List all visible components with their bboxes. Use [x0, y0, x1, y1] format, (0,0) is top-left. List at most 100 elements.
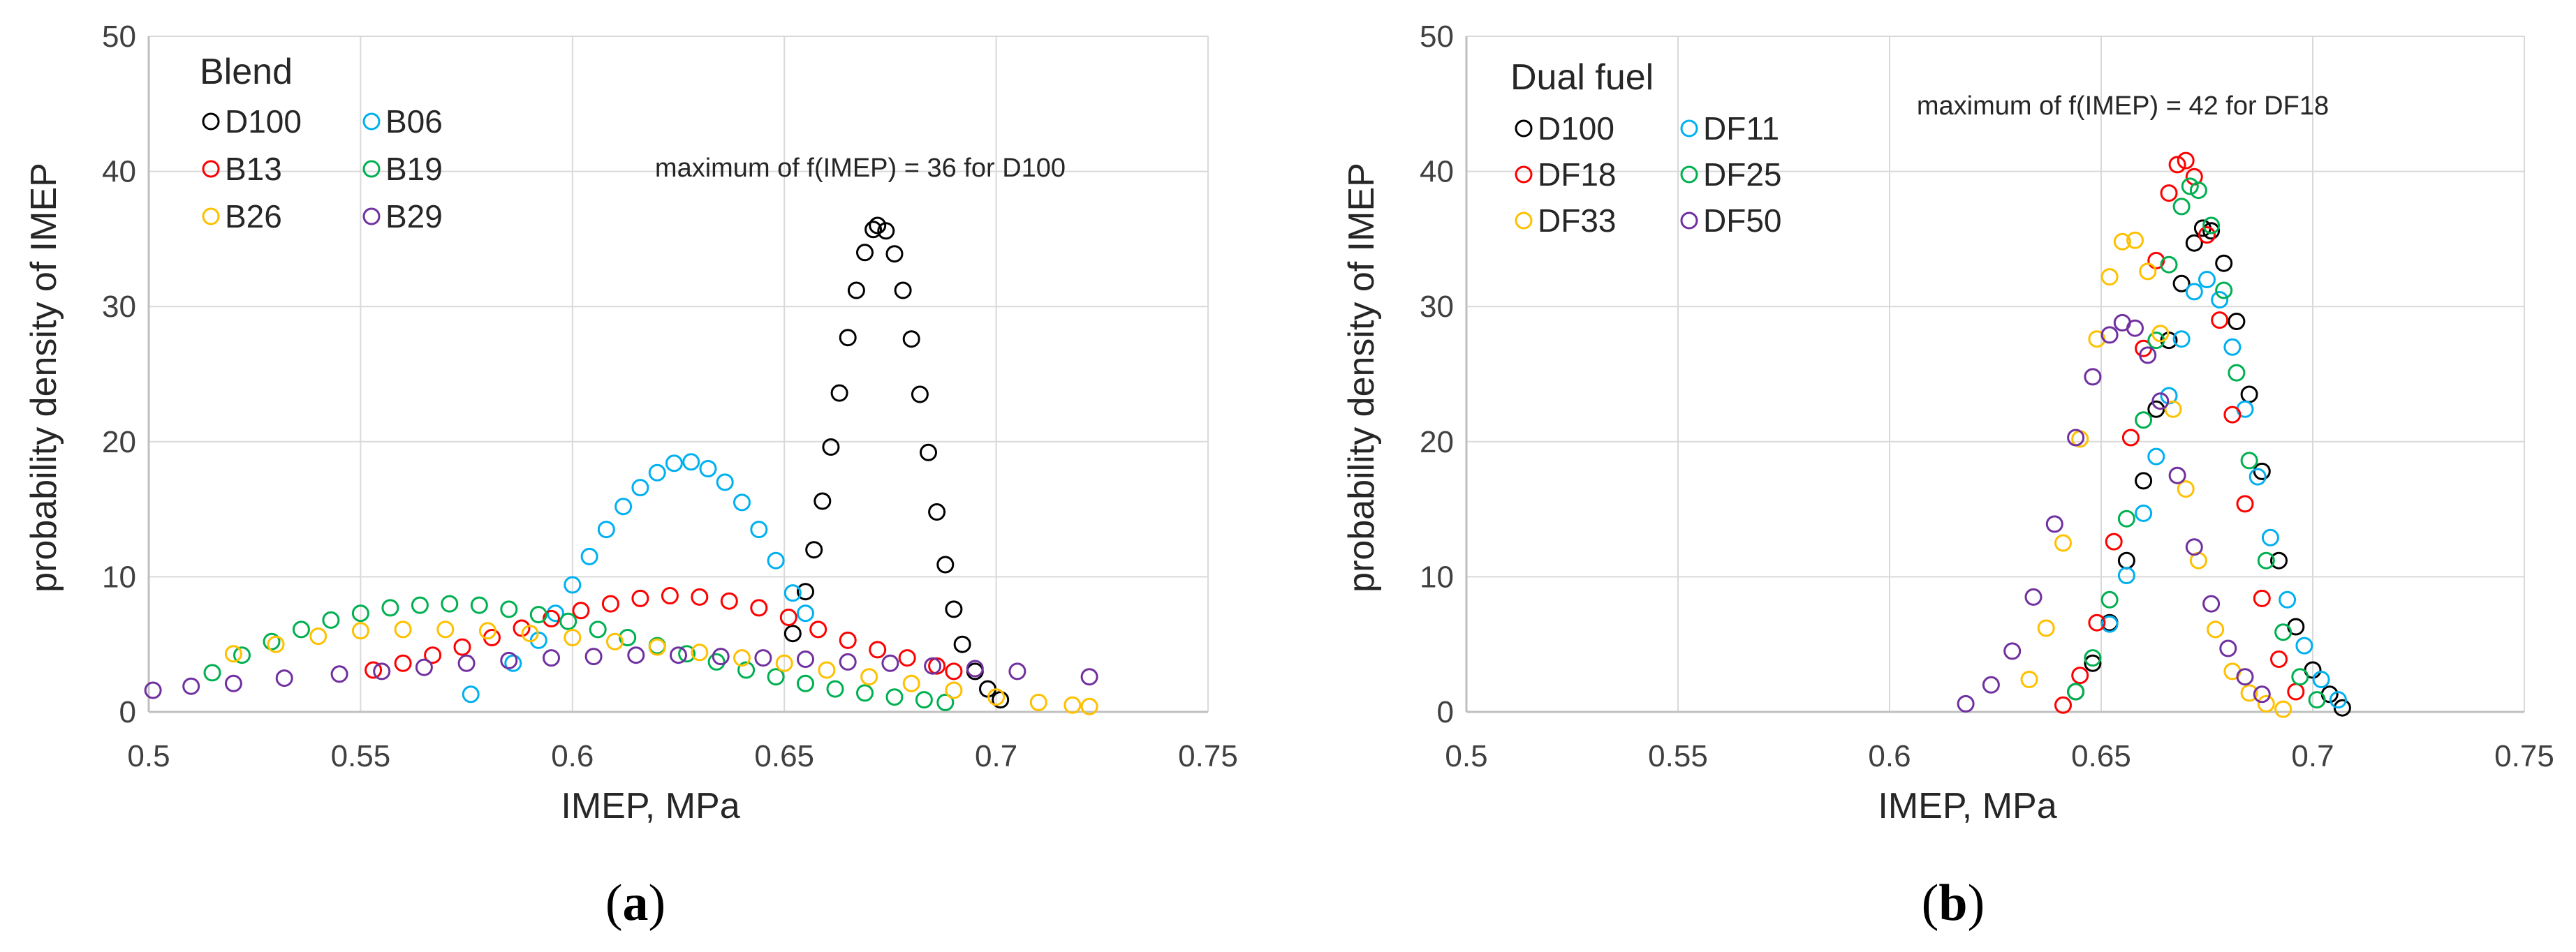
panel-a-data-point-d100 [805, 541, 823, 559]
panel-b-data-point-d100 [2215, 254, 2233, 272]
panel-b-x-tick-label: 0.75 [2494, 739, 2554, 773]
panel-a-data-point-b06 [699, 460, 717, 477]
panel-b-series-df33 [2020, 231, 2292, 718]
panel-b-data-point-df18 [2088, 613, 2106, 632]
panel-b-data-point-d100 [2117, 551, 2135, 570]
panel-a-y-tick-label: 0 [119, 695, 136, 729]
panel-b-legend-marker-df11 [1680, 119, 1698, 137]
panel-a-data-point-b13 [424, 646, 442, 664]
panel-b-data-point-df33 [2177, 480, 2195, 498]
panel-a-data-point-b13 [601, 595, 619, 613]
panel-a-y-tick-label: 20 [102, 425, 136, 459]
panel-b-series-df50 [1957, 313, 2271, 713]
panel-b-y-tick-label: 30 [1420, 290, 1454, 324]
panel-b-legend-marker-df25 [1680, 165, 1698, 184]
panel-b-series-df18 [2054, 151, 2305, 714]
panel-a-data-point-b26 [648, 638, 666, 656]
panel-a-data-point-b19 [411, 596, 429, 614]
panel-a-data-point-d100 [902, 330, 920, 348]
panel-a-data-point-b19 [797, 674, 814, 692]
panel-b-y-tick-label: 10 [1420, 560, 1454, 594]
panel-b-data-point-df50 [2139, 346, 2157, 364]
panel-a-data-point-b19 [233, 646, 251, 664]
panel-a-data-point-b29 [500, 651, 518, 669]
panel-a-data-point-d100 [783, 625, 802, 643]
panel-b-data-point-df33 [2207, 620, 2225, 639]
panel-a-data-point-b19 [559, 612, 577, 630]
panel-a-data-point-b13 [691, 588, 709, 606]
panel-b-data-point-df18 [2223, 406, 2242, 424]
panel-a-data-point-b29 [924, 657, 942, 675]
panel-b-data-point-df18 [2168, 156, 2186, 174]
panel-b-data-point-df50 [2253, 685, 2271, 704]
panel-b-data-point-d100 [2240, 385, 2258, 403]
panel-a-series-b06 [462, 453, 814, 704]
panel-a-data-point-b29 [839, 653, 857, 671]
panel-b-data-point-df11 [2185, 283, 2203, 301]
panel-a-data-point-b19 [707, 653, 726, 671]
panel-a-data-point-b29 [415, 658, 433, 676]
panel-b-x-tick-label: 0.65 [2071, 739, 2131, 773]
panel-b-data-point-df11 [2279, 590, 2297, 609]
panel-b-data-point-df50 [2067, 429, 2085, 447]
panel-b-data-point-df11 [2100, 615, 2119, 633]
panel-a-data-point-b26 [478, 622, 496, 640]
panel-b-data-point-df33 [2020, 671, 2038, 688]
panel-a-data-point-b13 [779, 609, 797, 626]
panel-b-data-point-df25 [2135, 411, 2153, 429]
panel-a-data-point-d100 [992, 691, 1010, 709]
panel-a-legend-label-b06: B06 [385, 103, 443, 140]
panel-b-legend-label-df11: DF11 [1703, 110, 1779, 147]
panel-a-data-point-b19 [589, 620, 607, 639]
panel-a-data-point-b19 [826, 680, 844, 698]
panel-a-data-point-b06 [682, 453, 700, 471]
panel-a-data-point-d100 [830, 384, 848, 402]
panel-a-data-point-b26 [1063, 696, 1082, 714]
panel-b-data-point-df50 [2185, 538, 2203, 556]
panel-a-data-point-b06 [462, 685, 480, 704]
panel-a-data-point-b26 [1029, 693, 1047, 711]
panel-a-data-point-d100 [847, 281, 865, 299]
panel-a-data-point-b26 [436, 620, 455, 639]
panel-b-data-point-df33 [2240, 684, 2258, 702]
panel-b-data-point-df11 [2295, 637, 2313, 655]
panel-b-data-point-df50 [2084, 368, 2102, 386]
panel-a-data-point-b29 [712, 648, 730, 666]
panel-b-data-point-df25 [2181, 177, 2199, 195]
panel-b-data-point-df25 [2291, 668, 2309, 686]
panel-b-data-point-df50 [1957, 694, 1975, 713]
panel-a-data-point-b19 [619, 629, 637, 646]
panel-a-data-point-b19 [322, 611, 340, 629]
panel-b-data-point-df18 [2177, 151, 2195, 170]
panel-a-series-b19 [203, 595, 955, 711]
panel-a-y-tick-label: 40 [102, 155, 136, 189]
panel-a-data-point-b19 [470, 596, 488, 614]
panel-a-data-point-b06 [564, 576, 582, 594]
panel-b-data-point-df18 [2236, 495, 2254, 513]
panel-a-data-point-b29 [275, 669, 293, 687]
panel-a-data-point-b29 [1008, 662, 1026, 680]
panel-b-data-point-d100 [2147, 400, 2165, 418]
panel-b-data-point-d100 [2202, 222, 2221, 240]
panel-a-data-point-d100 [928, 503, 946, 521]
panel-a-data-point-b26 [564, 629, 582, 646]
panel-b-legend-label-df18: DF18 [1538, 156, 1616, 193]
panel-b-data-point-df11 [2211, 291, 2229, 308]
panel-b-legend-title: Dual fuel [1510, 57, 1654, 98]
panel-a-data-point-b13 [750, 599, 768, 617]
panel-a-data-point-b29 [627, 646, 645, 664]
panel-b-x-axis-title: IMEP, MPa [1878, 786, 2056, 826]
panel-a-data-point-b26 [267, 635, 285, 653]
panel-a-legend-marker-b06 [362, 112, 381, 131]
panel-a-data-point-b13 [720, 592, 738, 610]
panel-b-data-point-df50 [2151, 392, 2170, 410]
panel-b-data-point-df33 [2139, 262, 2157, 281]
panel-a-data-point-b29 [457, 654, 476, 672]
panel-b-data-point-df18 [2147, 251, 2165, 269]
panel-b-y-tick-label: 40 [1420, 155, 1454, 189]
panel-b-data-point-df33 [2274, 700, 2292, 718]
panel-a-data-point-b06 [767, 551, 785, 570]
panel-a-data-point-b29 [373, 662, 391, 680]
panel-a-legend-marker-b26 [202, 207, 220, 225]
